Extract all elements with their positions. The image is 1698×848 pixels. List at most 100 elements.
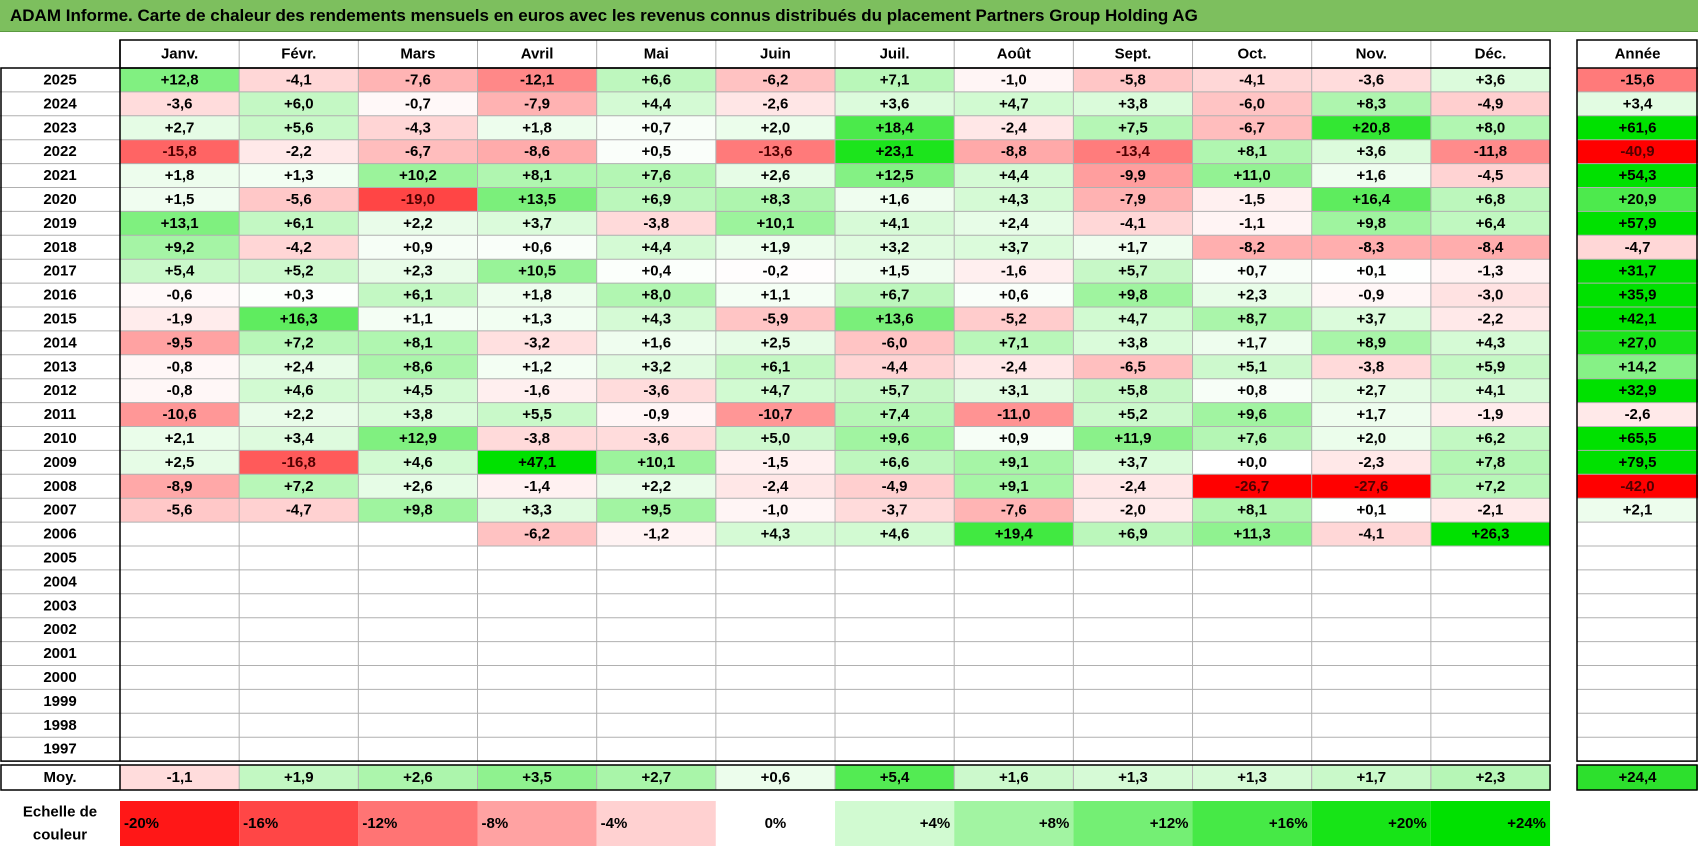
cell-value: +4,4 (641, 95, 671, 112)
heatmap-cell (120, 737, 240, 762)
heatmap-cell (1192, 330, 1312, 355)
heatmap-cell (715, 402, 836, 427)
heatmap-cell (835, 68, 955, 92)
heatmap-cell (358, 426, 478, 451)
year-label: 2025 (43, 71, 76, 88)
cell-value: +9,5 (641, 502, 671, 519)
cell-value: -5,6 (286, 191, 312, 208)
heatmap-cell (954, 569, 1074, 594)
cell-value: +4,3 (761, 526, 791, 543)
average-value: +1,3 (1118, 769, 1148, 786)
annual-cell (1577, 307, 1698, 331)
annual-cell (1577, 546, 1698, 570)
cell-value: -7,9 (1120, 191, 1146, 208)
heatmap-cell (715, 617, 836, 642)
cell-value: -0,9 (643, 406, 669, 423)
cell-value: +1,7 (1118, 239, 1148, 256)
heatmap-cell (954, 593, 1074, 618)
cell-value: +4,3 (641, 310, 671, 327)
heatmap-cell (1430, 450, 1551, 475)
month-header: Oct. (1238, 46, 1267, 63)
cell-value: -5,6 (167, 502, 193, 519)
heatmap-cell (835, 402, 955, 427)
year-label: 2013 (43, 358, 76, 375)
annual-cell (1577, 593, 1698, 618)
heatmap-cell (1073, 737, 1193, 762)
heatmap-cell (835, 378, 955, 403)
annual-value: -15,6 (1620, 71, 1654, 88)
cell-value: +0,9 (999, 430, 1029, 447)
cell-value: +2,4 (284, 358, 314, 375)
cell-value: -6,5 (1120, 358, 1146, 375)
annual-cell (1577, 474, 1698, 499)
heatmap-cell (1073, 163, 1193, 188)
cell-value: -9,5 (167, 334, 193, 351)
cell-value: -2,3 (1358, 454, 1384, 471)
annual-cell (1577, 378, 1698, 403)
cell-value: -1,5 (1239, 191, 1265, 208)
heatmap-cell (1073, 330, 1193, 355)
heatmap-cell (954, 474, 1074, 499)
heatmap-cell (477, 689, 597, 714)
heatmap-cell (358, 593, 478, 618)
heatmap-cell (1073, 235, 1193, 260)
heatmap-cell (954, 641, 1074, 666)
heatmap-cell (358, 68, 478, 92)
month-header: Mai (644, 46, 669, 63)
heatmap-cell (1430, 139, 1551, 164)
cell-value: +2,3 (1237, 287, 1267, 304)
cell-value: +4,4 (999, 167, 1029, 184)
cell-value: +2,2 (641, 478, 671, 495)
heatmap-cell (1430, 665, 1551, 690)
heatmap-cell (239, 139, 359, 164)
scale-swatch (835, 801, 955, 846)
heatmap-cell (239, 498, 359, 523)
average-cell (239, 765, 359, 790)
cell-value: +16,3 (280, 310, 318, 327)
cell-value: -3,2 (524, 334, 550, 351)
heatmap-cell (596, 163, 716, 188)
cell-value: -3,8 (524, 430, 550, 447)
year-label: 2019 (43, 215, 76, 232)
cell-value: -8,6 (524, 143, 550, 160)
cell-value: +9,6 (880, 430, 910, 447)
heatmap-cell (1073, 522, 1193, 546)
heatmap-cell (120, 378, 240, 403)
heatmap-cell (835, 307, 955, 331)
heatmap-cell (954, 378, 1074, 403)
heatmap-cell (120, 115, 240, 140)
heatmap-cell (1192, 354, 1312, 379)
heatmap-cell (835, 163, 955, 188)
heatmap-cell (1430, 115, 1551, 140)
cell-value: -2,0 (1120, 502, 1146, 519)
cell-value: +6,6 (880, 454, 910, 471)
cell-value: +1,8 (522, 287, 552, 304)
heatmap-cell (1192, 737, 1312, 762)
heatmap-cell (1311, 426, 1431, 451)
heatmap-cell (477, 211, 597, 236)
heatmap-cell (835, 737, 955, 762)
cell-value: +0,6 (522, 239, 552, 256)
cell-value: -4,1 (1120, 215, 1146, 232)
heatmap-cell (1192, 450, 1312, 475)
cell-value: +7,2 (284, 334, 314, 351)
heatmap-cell (1430, 522, 1551, 546)
heatmap-cell (954, 330, 1074, 355)
cell-value: +6,1 (761, 358, 791, 375)
heatmap-cell (1073, 617, 1193, 642)
heatmap-cell (715, 259, 836, 284)
average-value: +1,6 (999, 769, 1029, 786)
scale-label: 0% (765, 815, 787, 832)
heatmap-cell (477, 307, 597, 331)
cell-value: -4,5 (1478, 167, 1504, 184)
cell-value: -7,6 (405, 71, 431, 88)
cell-value: +5,1 (1237, 358, 1267, 375)
annual-value: +57,9 (1619, 215, 1657, 232)
heatmap-cell (1311, 330, 1431, 355)
heatmap-cell (1073, 569, 1193, 594)
heatmap-cell (954, 402, 1074, 427)
cell-value: -11,8 (1474, 143, 1507, 160)
cell-value: +8,1 (1237, 143, 1267, 160)
year-label: 2016 (43, 287, 76, 304)
cell-value: +2,5 (165, 454, 195, 471)
